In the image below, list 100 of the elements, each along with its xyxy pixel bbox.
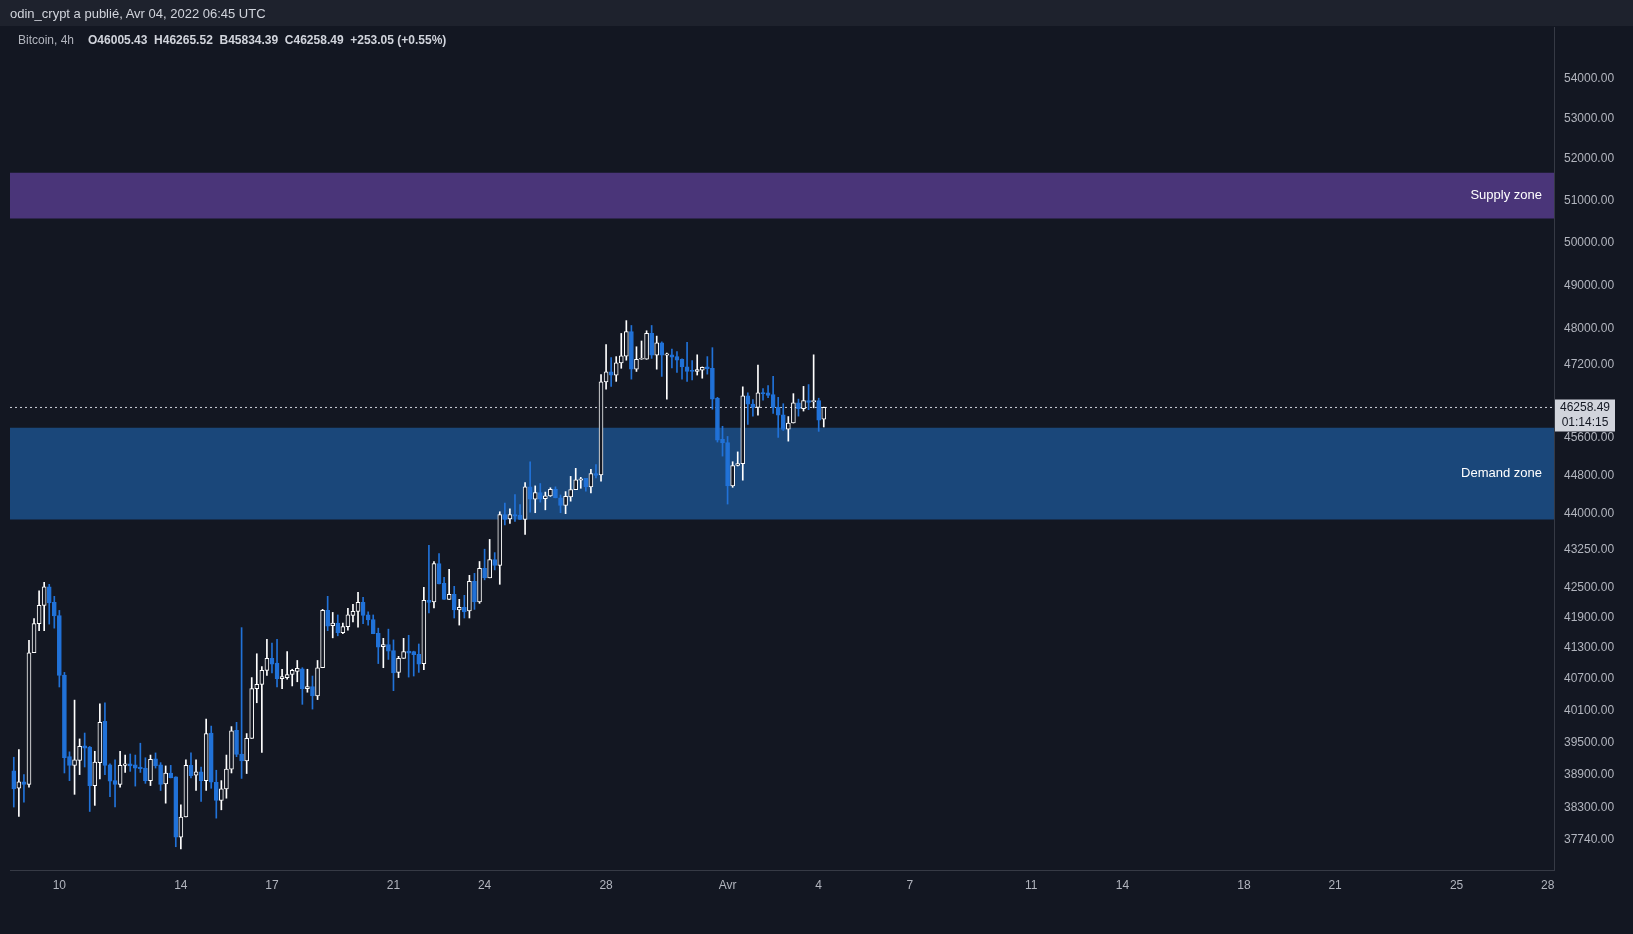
x-tick-label: 28	[599, 877, 614, 892]
y-tick-label: 43250.00	[1564, 542, 1615, 557]
y-tick-label: 53000.00	[1564, 111, 1615, 126]
candlestick	[300, 667, 305, 705]
candlestick	[254, 653, 260, 704]
candlestick	[669, 348, 675, 369]
candlestick	[77, 738, 82, 775]
candlestick	[578, 477, 584, 489]
candlestick	[472, 573, 477, 610]
candlestick	[305, 668, 310, 693]
candlestick	[720, 425, 725, 457]
candlestick	[401, 638, 406, 659]
candlestick	[396, 656, 401, 678]
y-tick-label: 38900.00	[1564, 767, 1615, 782]
candlestick	[406, 634, 411, 678]
candlestick	[411, 650, 417, 677]
candlestick	[639, 340, 644, 360]
y-tick-label: 54000.00	[1564, 71, 1615, 86]
candlestick	[593, 464, 599, 479]
y-tick-label: 45600.00	[1564, 430, 1615, 445]
candlestick	[482, 548, 487, 581]
x-tick-label: 17	[265, 877, 279, 892]
y-tick-label: 42500.00	[1564, 579, 1615, 594]
candlestick	[294, 660, 300, 683]
y-tick-label: 48000.00	[1564, 321, 1615, 336]
y-tick-label: 49000.00	[1564, 277, 1615, 292]
candlestick	[634, 346, 639, 372]
candlestick	[229, 726, 234, 774]
text: 01:14:15	[1561, 414, 1609, 429]
candlestick	[649, 325, 654, 359]
candlestick	[219, 780, 224, 811]
candlestick	[664, 352, 670, 400]
x-tick-label: 21	[1328, 877, 1343, 892]
candlestick	[163, 765, 168, 804]
candlestick	[462, 594, 467, 619]
y-tick-label: 44000.00	[1564, 506, 1615, 520]
text: odin_crypt a publié, Avr 04, 2022 06:45 UTC	[10, 5, 266, 21]
candlestick	[811, 354, 816, 409]
candlestick	[21, 774, 27, 803]
candlestick	[730, 461, 735, 488]
candlestick	[158, 762, 163, 791]
candlestick	[786, 416, 791, 442]
candlestick	[775, 396, 781, 438]
y-tick-label: 39500.00	[1564, 734, 1615, 749]
candlestick	[806, 384, 811, 410]
y-tick-label: 47200.00	[1564, 356, 1615, 371]
candlestick	[426, 544, 432, 614]
candlestick	[456, 598, 462, 626]
candlestick	[239, 627, 244, 779]
candlestick	[548, 487, 553, 497]
candlestick	[234, 722, 239, 758]
x-tick-label: 14	[174, 877, 188, 892]
candlestick	[325, 595, 330, 632]
y-tick-label: 40700.00	[1564, 671, 1615, 686]
candlestick	[72, 699, 77, 795]
candlestick	[487, 539, 492, 579]
y-tick-label: 40100.00	[1564, 702, 1615, 717]
x-tick-label: 25	[1449, 877, 1464, 892]
candlestick	[710, 347, 715, 410]
x-tick-label: 18	[1237, 877, 1251, 892]
y-tick-label: 44800.00	[1564, 467, 1615, 482]
band-label: Demand zone	[1461, 465, 1542, 481]
candlestick	[629, 325, 634, 380]
candlestick	[563, 491, 568, 515]
y-tick-label: 51000.00	[1564, 192, 1615, 207]
y-tick-label: 50000.00	[1564, 234, 1615, 249]
candlestick	[132, 754, 138, 787]
candlestick	[320, 609, 325, 669]
candlestick	[725, 436, 730, 505]
candlestick	[644, 330, 649, 360]
candlestick	[791, 393, 796, 424]
candlestick	[148, 754, 153, 786]
candlestick	[279, 668, 285, 689]
candlestick	[153, 752, 158, 769]
candlestick	[330, 612, 336, 639]
candlestick	[138, 742, 143, 773]
candlestick	[122, 754, 128, 773]
ref-line-label: 46258.49	[1559, 399, 1611, 414]
candlestick	[127, 753, 133, 772]
candlestick	[381, 638, 386, 669]
candlestick	[694, 354, 700, 376]
y-tick-label: 38300.00	[1564, 800, 1615, 815]
x-tick-label: 21	[386, 877, 401, 892]
candlestick	[467, 575, 472, 619]
x-tick-label: 4	[815, 877, 823, 892]
candlestick	[391, 639, 396, 691]
candlestick	[67, 751, 72, 781]
candlestick	[558, 494, 563, 514]
candlestick	[310, 675, 315, 710]
candlestick	[796, 398, 801, 417]
candlestick	[801, 386, 806, 412]
candlestick	[315, 660, 320, 700]
y-tick-label: 52000.00	[1564, 151, 1615, 166]
candlestick	[224, 754, 229, 799]
text: Bitcoin, 4h	[18, 33, 75, 48]
candlestick	[624, 320, 629, 361]
candlestick	[57, 610, 62, 688]
x-tick-label: 7	[906, 877, 914, 892]
candlestick	[553, 486, 558, 499]
candlestick	[674, 351, 680, 373]
